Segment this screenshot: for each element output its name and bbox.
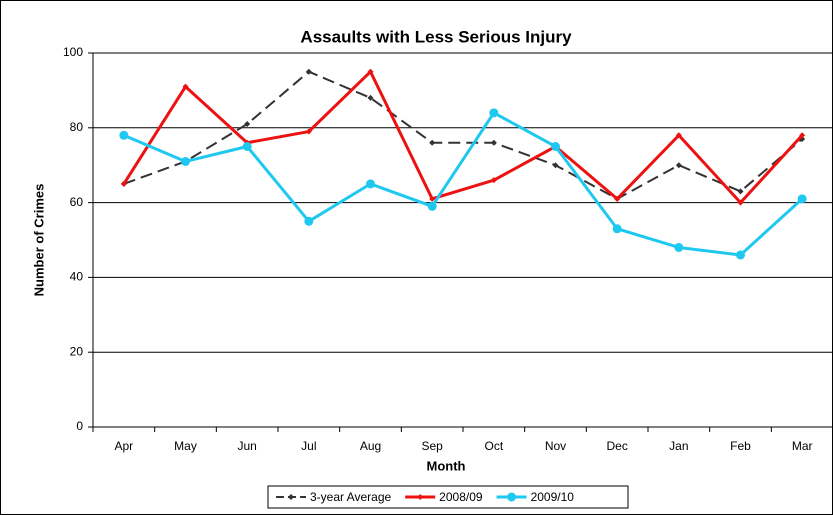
point <box>427 201 437 211</box>
point <box>182 83 189 90</box>
point <box>119 130 129 140</box>
point <box>797 194 807 204</box>
point <box>244 121 251 128</box>
x-tick-label: Dec <box>606 439 627 453</box>
y-axis-title: Number of Crimes <box>31 184 46 297</box>
point <box>417 494 424 500</box>
x-tick-label: Jul <box>301 439 316 453</box>
x-tick-label: May <box>174 439 197 453</box>
point <box>736 250 745 260</box>
point <box>799 132 806 139</box>
x-tick-label: Jun <box>237 439 256 453</box>
series-line <box>122 70 804 205</box>
point <box>675 132 682 139</box>
point <box>305 128 312 135</box>
y-tick-label: 40 <box>70 270 84 284</box>
x-tick-label: Oct <box>484 439 503 453</box>
point <box>429 195 436 202</box>
x-tick-label: Feb <box>730 439 751 453</box>
point <box>675 162 682 169</box>
point <box>181 156 190 166</box>
x-tick-label: Jan <box>669 439 688 453</box>
point <box>551 142 560 151</box>
point <box>552 162 559 169</box>
point <box>304 216 314 226</box>
x-tick-label: Sep <box>421 439 443 453</box>
point <box>367 94 374 101</box>
x-tick-label: Mar <box>792 439 813 453</box>
y-tick-label: 60 <box>70 195 84 209</box>
point <box>242 142 252 151</box>
x-tick-label: Nov <box>545 439 566 453</box>
point <box>429 139 436 146</box>
point <box>366 179 375 189</box>
point <box>737 188 744 195</box>
legend <box>267 485 629 509</box>
series-line <box>123 70 803 200</box>
point <box>490 139 497 146</box>
point <box>489 108 499 118</box>
point <box>737 199 744 206</box>
y-tick-label: 80 <box>70 120 84 134</box>
y-tick-label: 100 <box>63 45 83 59</box>
point <box>305 68 312 75</box>
x-tick-label: Apr <box>114 439 133 453</box>
point <box>120 180 127 187</box>
legend-label: 2009/10 <box>531 490 575 504</box>
point <box>367 68 374 75</box>
legend-label: 2008/09 <box>439 490 483 504</box>
x-tick-label: Aug <box>360 439 381 453</box>
legend-label: 3-year Average <box>310 490 391 504</box>
point <box>612 224 622 234</box>
point <box>288 494 294 500</box>
point <box>507 492 517 502</box>
point <box>490 177 497 184</box>
y-tick-label: 20 <box>70 344 84 358</box>
chart-title: Assaults with Less Serious Injury <box>300 27 572 46</box>
point <box>614 195 621 202</box>
series-line <box>123 111 804 257</box>
point <box>674 242 684 252</box>
x-axis-title: Month <box>427 458 466 473</box>
y-tick-label: 0 <box>76 419 83 433</box>
